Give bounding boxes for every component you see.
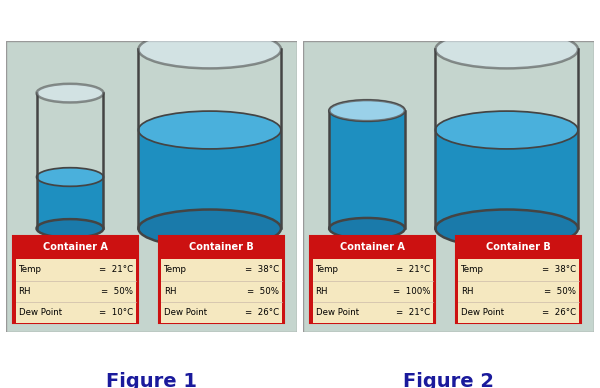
FancyBboxPatch shape — [458, 281, 578, 302]
FancyBboxPatch shape — [161, 281, 281, 302]
FancyBboxPatch shape — [310, 236, 436, 259]
Text: =  21°C: = 21°C — [99, 265, 133, 274]
FancyBboxPatch shape — [303, 41, 594, 332]
Text: RH: RH — [461, 287, 473, 296]
FancyBboxPatch shape — [13, 236, 139, 323]
Bar — [139, 130, 281, 229]
FancyBboxPatch shape — [456, 236, 581, 323]
Text: Temp: Temp — [19, 265, 41, 274]
Ellipse shape — [139, 210, 281, 248]
Text: Dew Point: Dew Point — [164, 308, 207, 317]
FancyBboxPatch shape — [16, 281, 136, 302]
Text: Dew Point: Dew Point — [461, 308, 504, 317]
FancyBboxPatch shape — [161, 302, 281, 323]
Bar — [37, 177, 103, 229]
FancyBboxPatch shape — [458, 302, 578, 323]
FancyBboxPatch shape — [458, 259, 578, 281]
Ellipse shape — [37, 219, 103, 238]
FancyBboxPatch shape — [161, 259, 281, 281]
FancyBboxPatch shape — [16, 259, 136, 281]
Ellipse shape — [37, 84, 103, 102]
Ellipse shape — [436, 111, 578, 149]
Ellipse shape — [37, 168, 103, 186]
Text: =  26°C: = 26°C — [542, 308, 575, 317]
Text: RH: RH — [316, 287, 328, 296]
Text: RH: RH — [164, 287, 176, 296]
Text: Figure 2: Figure 2 — [403, 372, 494, 388]
Text: Dew Point: Dew Point — [19, 308, 62, 317]
Bar — [436, 130, 578, 229]
Text: Temp: Temp — [316, 265, 338, 274]
FancyBboxPatch shape — [313, 302, 433, 323]
Text: Figure 1: Figure 1 — [106, 372, 197, 388]
FancyBboxPatch shape — [159, 236, 284, 323]
Text: Container A: Container A — [43, 242, 108, 253]
Text: =  26°C: = 26°C — [245, 308, 278, 317]
Ellipse shape — [436, 31, 578, 68]
FancyBboxPatch shape — [6, 41, 297, 332]
FancyBboxPatch shape — [159, 236, 284, 259]
Text: =  50%: = 50% — [544, 287, 575, 296]
FancyBboxPatch shape — [313, 281, 433, 302]
Text: Container B: Container B — [486, 242, 551, 253]
FancyBboxPatch shape — [16, 302, 136, 323]
Text: RH: RH — [19, 287, 31, 296]
Text: =  50%: = 50% — [101, 287, 133, 296]
Text: =  38°C: = 38°C — [542, 265, 575, 274]
FancyBboxPatch shape — [310, 236, 436, 323]
Ellipse shape — [329, 100, 405, 121]
FancyBboxPatch shape — [456, 236, 581, 259]
Text: Temp: Temp — [461, 265, 484, 274]
Text: =  50%: = 50% — [247, 287, 278, 296]
Ellipse shape — [436, 210, 578, 248]
Text: =  38°C: = 38°C — [245, 265, 278, 274]
Text: Temp: Temp — [164, 265, 187, 274]
FancyBboxPatch shape — [13, 236, 139, 259]
Text: Container B: Container B — [189, 242, 254, 253]
Ellipse shape — [139, 31, 281, 68]
Text: =  21°C: = 21°C — [396, 265, 430, 274]
Text: =  21°C: = 21°C — [396, 308, 430, 317]
Text: =  100%: = 100% — [392, 287, 430, 296]
FancyBboxPatch shape — [313, 259, 433, 281]
Text: =  10°C: = 10°C — [99, 308, 133, 317]
Text: Dew Point: Dew Point — [316, 308, 359, 317]
Ellipse shape — [139, 111, 281, 149]
Bar — [329, 111, 405, 229]
Ellipse shape — [329, 218, 405, 239]
Ellipse shape — [329, 100, 405, 121]
Text: Container A: Container A — [340, 242, 405, 253]
